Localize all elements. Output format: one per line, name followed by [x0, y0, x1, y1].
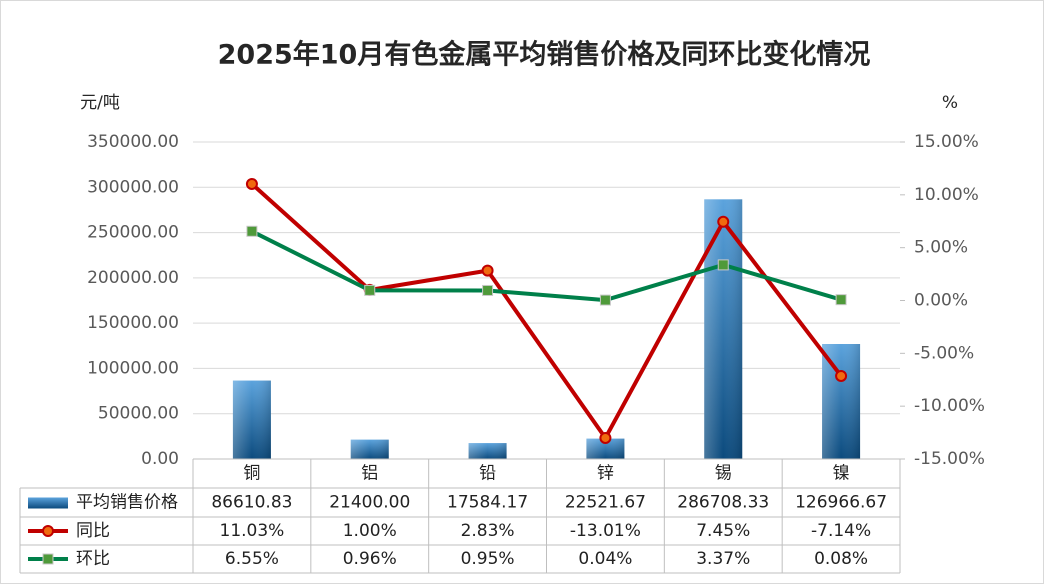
- marker: [364, 284, 376, 296]
- table-value: 86610.83: [211, 493, 292, 513]
- y2-tick-label: -5.00%: [914, 343, 974, 363]
- y-axis-label: 元/吨: [80, 93, 120, 113]
- table-value: 0.08%: [814, 549, 868, 569]
- x-tick-label: 锡: [715, 464, 732, 484]
- table-value: 22521.67: [565, 493, 646, 513]
- line: [251, 229, 842, 303]
- table-value: 0.95%: [461, 549, 515, 569]
- y2-tick-label: 15.00%: [914, 132, 979, 152]
- x-tick-label: 铝: [361, 464, 378, 484]
- bar-shade: [822, 344, 861, 459]
- y-tick-label: 300000.00: [87, 177, 179, 197]
- marker: [835, 294, 847, 306]
- bar-shade: [350, 439, 389, 459]
- chart-title: 2025年10月有色金属平均销售价格及同环比变化情况: [218, 39, 871, 71]
- marker: [246, 225, 258, 237]
- x-tick-label: 铅: [479, 464, 496, 484]
- x-tick-label: 锌: [597, 464, 614, 484]
- y-tick-label: 350000.00: [87, 132, 179, 152]
- bar-shade: [232, 380, 271, 459]
- y2-axis-label: %: [942, 93, 958, 113]
- y-tick-label: 100000.00: [87, 358, 179, 378]
- marker: [599, 431, 612, 444]
- y2-tick-label: -15.00%: [914, 449, 985, 469]
- table-value: 7.45%: [696, 521, 750, 541]
- legend-key: [28, 497, 68, 509]
- y-tick-label: 150000.00: [87, 313, 179, 333]
- table-value: -7.14%: [811, 521, 871, 541]
- y2-tick-label: 10.00%: [914, 185, 979, 205]
- y-tick-label: 200000.00: [87, 268, 179, 288]
- y-tick-label: 250000.00: [87, 223, 179, 243]
- marker: [245, 177, 258, 190]
- table-value: 0.04%: [578, 549, 632, 569]
- legend-label: 平均销售价格: [76, 493, 178, 513]
- y-tick-label: 0.00: [141, 449, 179, 469]
- table-value: 6.55%: [225, 549, 279, 569]
- y-tick-label: 50000.00: [98, 404, 179, 424]
- legend-key: [42, 525, 54, 537]
- table-value: 0.96%: [343, 549, 397, 569]
- marker: [599, 294, 611, 306]
- legend-label: 同比: [76, 521, 110, 541]
- marker: [482, 284, 494, 296]
- x-tick-label: 铜: [243, 464, 260, 484]
- table-value: 1.00%: [343, 521, 397, 541]
- table-value: 286708.33: [677, 493, 769, 513]
- table-value: -13.01%: [570, 521, 641, 541]
- table-value: 126966.67: [795, 493, 887, 513]
- legend-label: 环比: [76, 549, 110, 569]
- table-value: 17584.17: [447, 493, 528, 513]
- table-value: 21400.00: [329, 493, 410, 513]
- y2-tick-label: 0.00%: [914, 291, 968, 311]
- x-tick-label: 镍: [833, 464, 850, 484]
- marker: [481, 264, 494, 277]
- table-value: 2.83%: [461, 521, 515, 541]
- table-value: 11.03%: [220, 521, 285, 541]
- legend-key: [42, 553, 54, 565]
- table-value: 3.37%: [696, 549, 750, 569]
- bar-shade: [468, 443, 507, 459]
- y2-tick-label: 5.00%: [914, 238, 968, 258]
- marker: [717, 215, 730, 228]
- bar-shade: [586, 438, 625, 459]
- line: [250, 182, 843, 440]
- y2-tick-label: -10.00%: [914, 396, 985, 416]
- marker: [717, 259, 729, 271]
- marker: [835, 369, 848, 382]
